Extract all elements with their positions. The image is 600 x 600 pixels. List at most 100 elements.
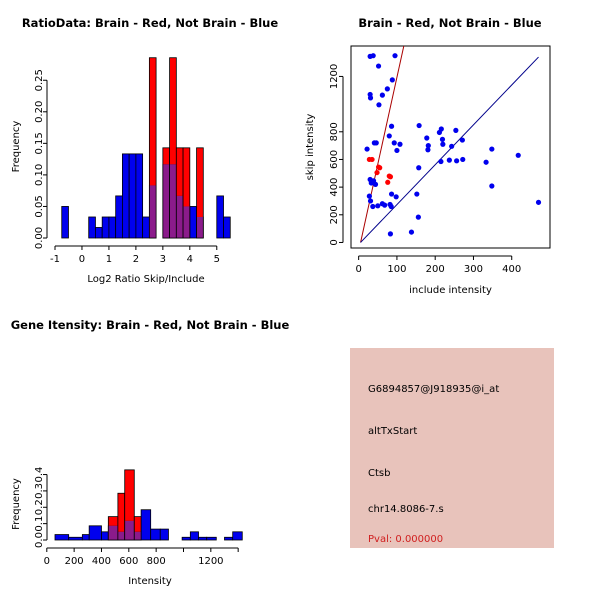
scatter-point bbox=[414, 191, 420, 197]
ratio-histogram-plot: 0.00 0.05 0.10 0.15 0.20 0.25 -1 0 1 2 3 4 5 Log2 Rat… bbox=[11, 57, 231, 285]
scatter-point bbox=[379, 92, 385, 98]
y-axis-tick-label: 0.25 bbox=[34, 69, 45, 91]
coordinates-text: chr14.8086-7.s bbox=[368, 504, 444, 515]
histogram-bar-overlap bbox=[124, 520, 135, 540]
x-axis-tick-label: 400 bbox=[92, 556, 111, 567]
scatter-point bbox=[454, 158, 460, 164]
pval-text: Pval: 0.000000 bbox=[368, 534, 444, 545]
histogram-bar-red bbox=[196, 147, 204, 217]
scatter-point bbox=[387, 231, 394, 237]
x-axis-tick-label: 0 bbox=[44, 556, 50, 567]
scatter-point bbox=[449, 143, 455, 149]
y-axis-tick-label: 800 bbox=[329, 122, 340, 141]
x-axis-tick-label: 5 bbox=[214, 254, 220, 265]
histogram-bar-red-outline bbox=[148, 57, 157, 239]
scatter-point bbox=[440, 141, 446, 147]
histogram-bar-blue bbox=[181, 536, 191, 541]
histogram-bar-overlap bbox=[196, 216, 204, 238]
histogram-bar-overlap bbox=[108, 525, 118, 540]
scatter-point bbox=[370, 203, 376, 210]
scatter-point bbox=[364, 146, 370, 152]
histogram-bar-overlap bbox=[117, 531, 125, 540]
scatter-point bbox=[388, 123, 395, 129]
probe-id-text: G6894857@J918935@i_at bbox=[368, 384, 500, 395]
histogram-bar-blue bbox=[140, 509, 152, 541]
gene-histogram-title: Gene Itensity: Brain - Red, Not Brain - … bbox=[10, 318, 290, 332]
histogram-bar-blue bbox=[108, 216, 117, 239]
histogram-bar-red bbox=[183, 147, 190, 207]
y-axis-tick-label: 400 bbox=[329, 178, 340, 197]
gene-intensity-histogram-panel: Gene Itensity: Brain - Red, Not Brain - … bbox=[0, 300, 300, 600]
histogram-bar-blue bbox=[206, 536, 217, 541]
scatter-point bbox=[453, 127, 459, 133]
scatter-point bbox=[459, 137, 465, 143]
histogram-bar-red-outline bbox=[133, 516, 142, 541]
scatter-plot-panel: Brain - Red, Not Brain - Blue 0 200 400 600… bbox=[300, 0, 600, 300]
histogram-bar-blue bbox=[101, 216, 110, 239]
scatter-point bbox=[446, 157, 452, 163]
x-axis-tick-label: 1 bbox=[106, 254, 112, 265]
brain-fit-line bbox=[360, 46, 405, 243]
scatter-point bbox=[425, 147, 431, 153]
plot-frame bbox=[350, 45, 551, 249]
x-axis-tick-label: -1 bbox=[50, 254, 60, 265]
gene-info-panel: G6894857@J918935@i_at altTxStart Ctsb ch… bbox=[350, 348, 554, 548]
histogram-bar-overlap bbox=[176, 195, 184, 238]
histogram-bar-blue bbox=[95, 227, 103, 239]
histogram-bar-red bbox=[134, 516, 142, 532]
histogram-bar-red bbox=[124, 469, 135, 521]
y-axis-tick-label: 0.4 bbox=[34, 467, 45, 483]
histogram-bar-red bbox=[117, 493, 125, 532]
scatter-point bbox=[438, 158, 444, 165]
y-axis-tick-label: 0.10 bbox=[34, 164, 45, 186]
scatter-point bbox=[375, 203, 381, 209]
scatter-plot-canvas: 0 200 400 600 800 1200 0 100 200 300 400 include in… bbox=[305, 45, 551, 296]
y-axis-tick-label: 0.3 bbox=[34, 483, 45, 499]
scatter-point bbox=[385, 179, 391, 185]
y-axis-label: Frequency bbox=[11, 121, 22, 173]
histogram-bar-red-outline bbox=[124, 469, 135, 541]
histogram-bar-overlap bbox=[183, 206, 190, 238]
x-axis-label: Intensity bbox=[128, 576, 172, 587]
scatter-point bbox=[366, 193, 372, 199]
histogram-bar-red bbox=[169, 57, 177, 165]
scatter-point bbox=[394, 147, 400, 154]
x-axis-tick-label: 200 bbox=[65, 556, 84, 567]
scatter-point bbox=[388, 191, 395, 197]
x-axis-tick-label: 2 bbox=[133, 254, 139, 265]
histogram-bar-blue bbox=[159, 528, 169, 541]
scatter-point bbox=[439, 136, 446, 142]
histogram-bar-red bbox=[108, 516, 118, 526]
x-axis-tick-label: 0 bbox=[79, 254, 85, 265]
x-axis-tick-label: 100 bbox=[387, 264, 406, 275]
scatter-point bbox=[391, 140, 397, 146]
scatter-point bbox=[397, 141, 403, 147]
scatter-point bbox=[483, 159, 489, 165]
y-axis-tick-label: 0.05 bbox=[34, 195, 45, 217]
scatter-point bbox=[376, 102, 382, 108]
scatter-point bbox=[392, 53, 398, 59]
histogram-bar-blue bbox=[101, 531, 109, 541]
scatter-point bbox=[416, 165, 422, 171]
histogram-bar-blue bbox=[198, 536, 208, 541]
scatter-point bbox=[387, 174, 394, 180]
y-axis-tick-label: 0.20 bbox=[34, 101, 45, 123]
scatter-point bbox=[389, 77, 395, 83]
histogram-bar-blue bbox=[88, 216, 96, 239]
scatter-point bbox=[374, 169, 380, 176]
scatter-point bbox=[377, 165, 383, 171]
y-axis-tick-label: 0.1 bbox=[34, 516, 45, 532]
scatter-point bbox=[386, 133, 392, 139]
x-axis-tick-label: 1200 bbox=[198, 556, 223, 567]
ratio-histogram-title: RatioData: Brain - Red, Not Brain - Blue bbox=[21, 16, 279, 30]
y-axis-tick-label: 0.2 bbox=[34, 499, 45, 515]
x-axis-tick-label: 0 bbox=[355, 264, 361, 275]
histogram-bar-blue bbox=[128, 153, 137, 239]
x-axis-tick-label: 300 bbox=[464, 264, 483, 275]
gene-histogram-plot: 0.00.10.20.30.4 0 200 400 600 800 1200 Intensit… bbox=[11, 467, 243, 587]
histogram-bar-blue bbox=[81, 534, 90, 541]
histogram-bar-blue bbox=[224, 536, 234, 541]
histogram-bar-blue bbox=[216, 195, 224, 239]
scatter-point bbox=[416, 122, 422, 129]
histogram-bar-red bbox=[149, 57, 157, 186]
